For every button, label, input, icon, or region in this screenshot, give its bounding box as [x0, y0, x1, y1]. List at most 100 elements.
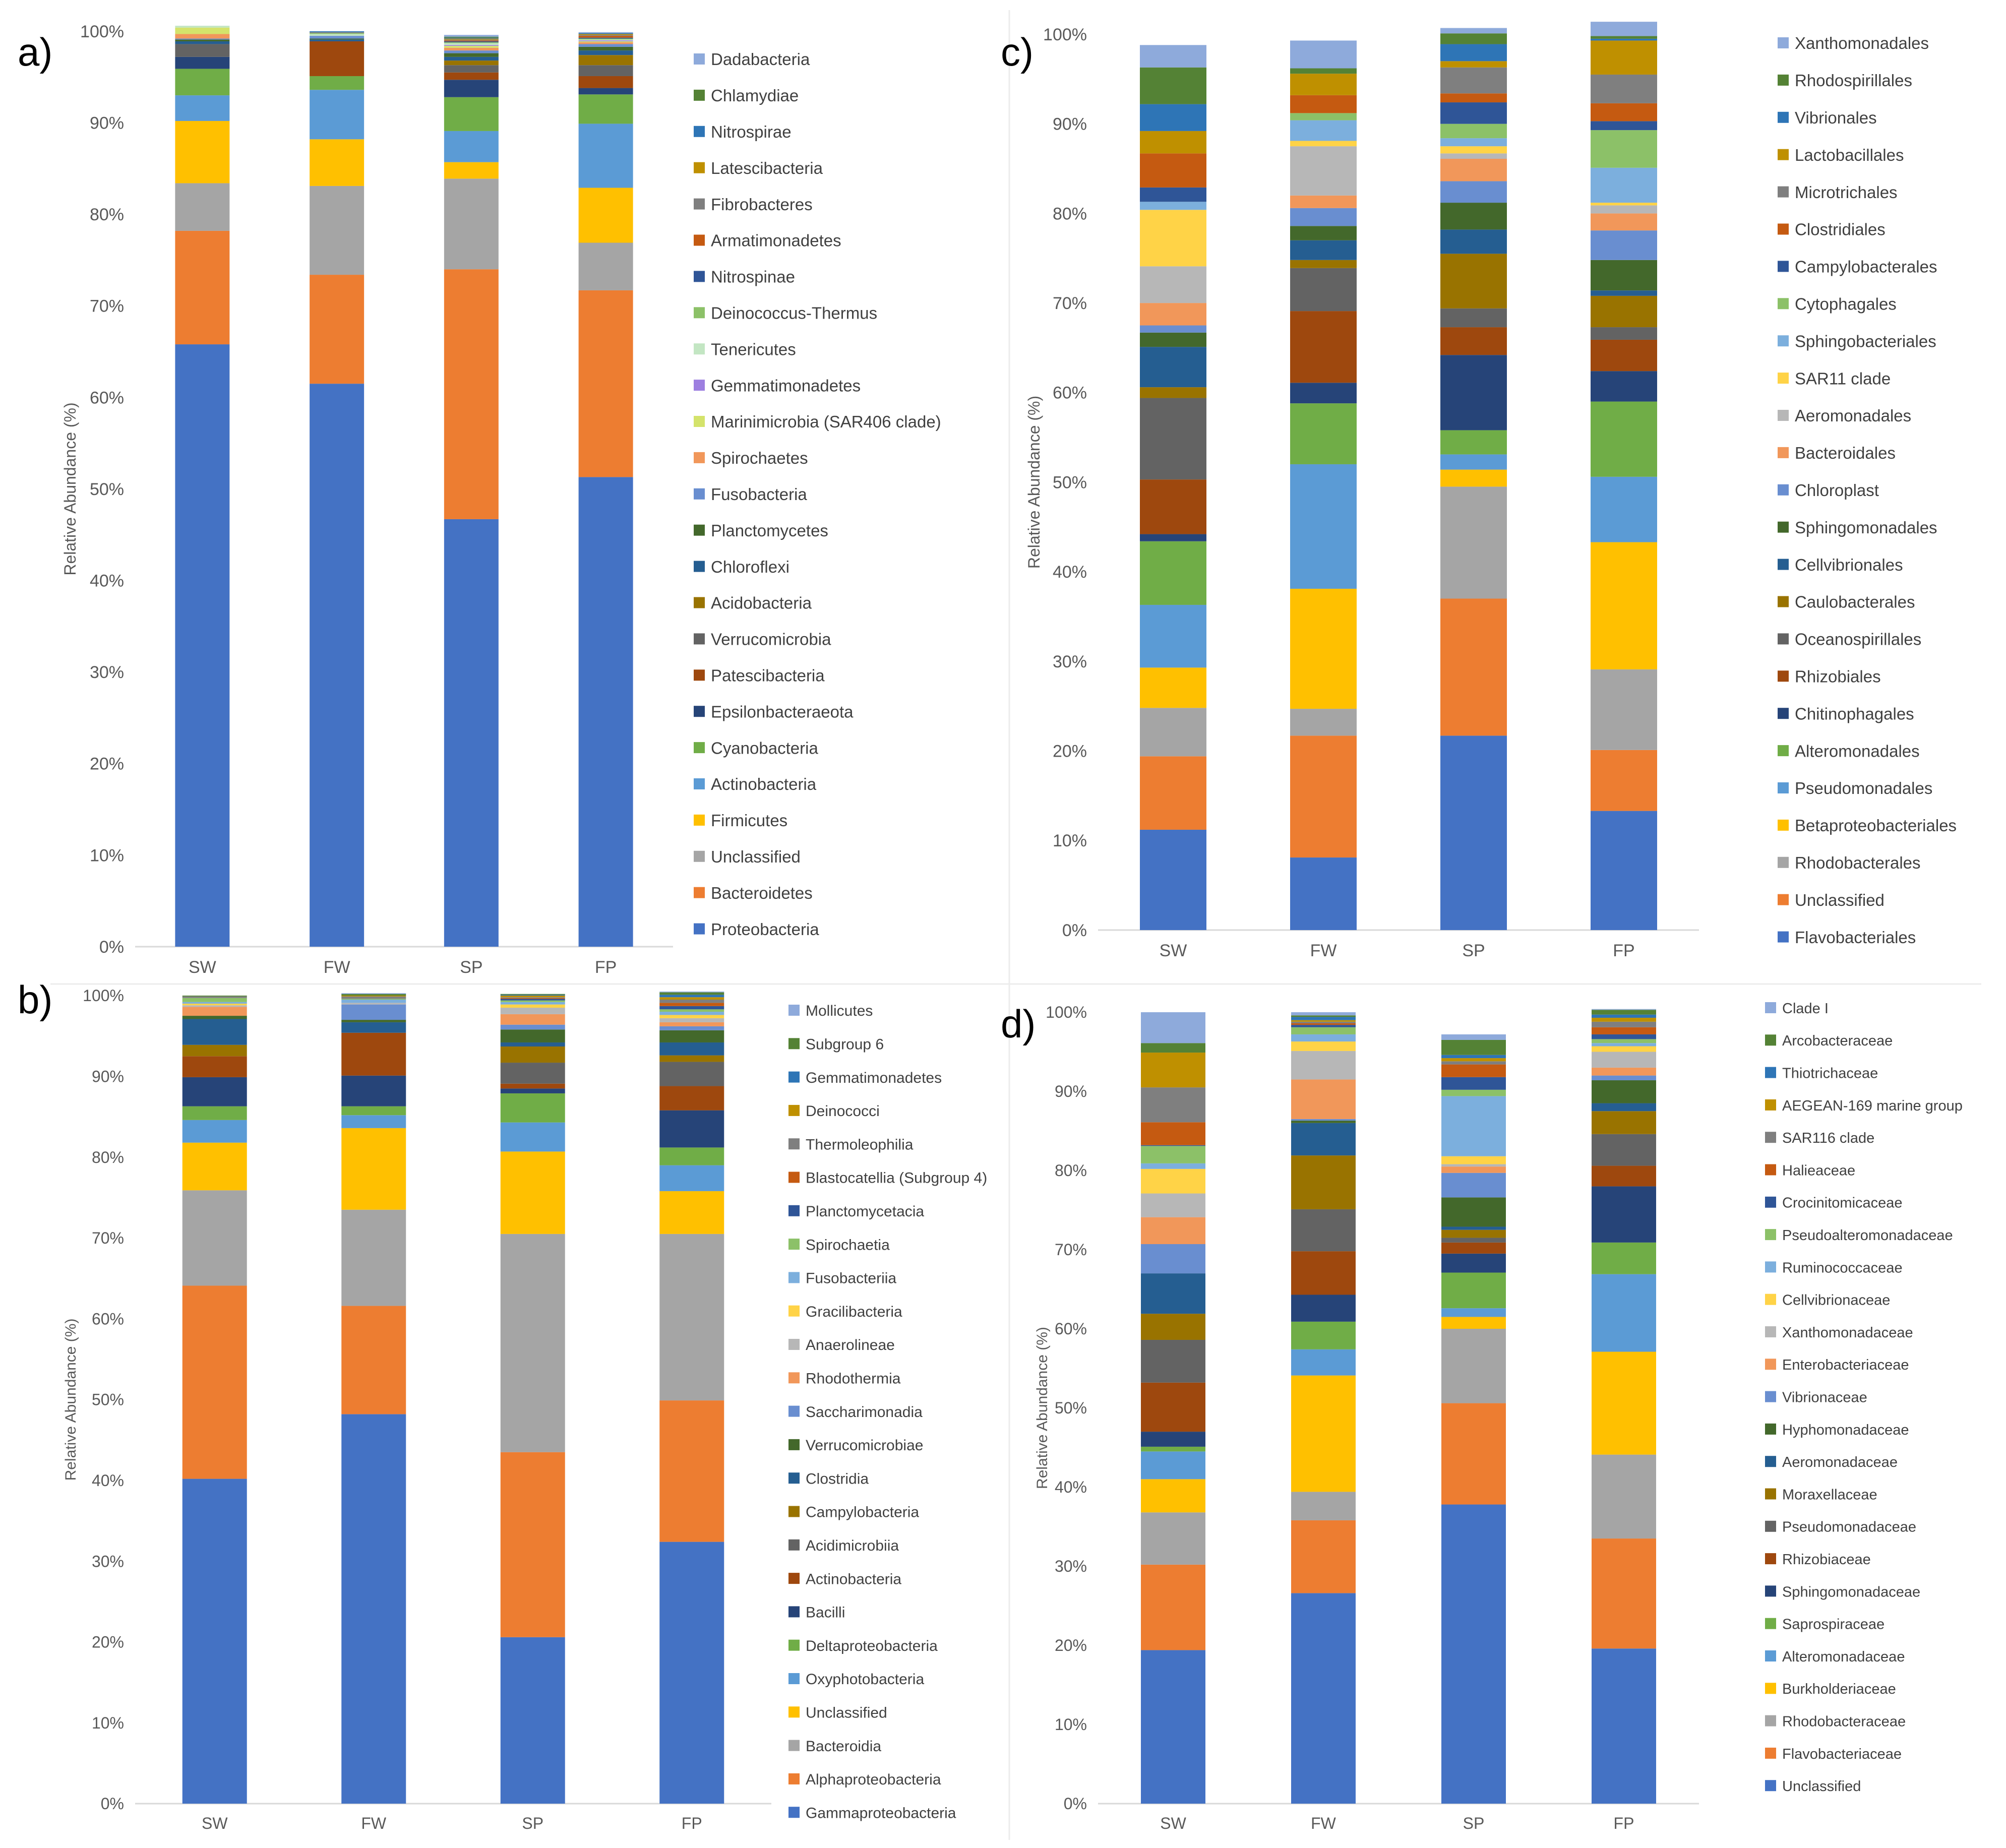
bar-segment [1290, 74, 1357, 95]
legend-swatch [694, 452, 705, 463]
bar-segment [1291, 1051, 1356, 1080]
bar-segment [1440, 153, 1507, 159]
bar-segment [182, 996, 247, 998]
legend-label: Clostridiales [1795, 220, 1886, 239]
bar-segment [1140, 708, 1206, 757]
bar-segment [444, 46, 499, 48]
bar-segment [1440, 355, 1507, 430]
bar-segment [310, 76, 364, 90]
legend-label: Oceanospirillales [1795, 630, 1921, 649]
bar-segment [1591, 74, 1657, 103]
bar-segment [1290, 709, 1357, 736]
legend-label: Blastocatellia (Subgroup 4) [806, 1170, 987, 1187]
bar-segment [578, 38, 633, 40]
bar-segment [1440, 327, 1507, 355]
y-tick-label: 60% [92, 1310, 124, 1328]
legend-label: Bacilli [806, 1605, 845, 1621]
bar-segment [1441, 1317, 1506, 1329]
y-tick-label: 100% [1043, 25, 1087, 44]
bar-segment [578, 35, 633, 36]
y-tick-label: 20% [1055, 1636, 1087, 1654]
bar-segment [1291, 1375, 1356, 1492]
bar-segment [1440, 229, 1507, 254]
bar-segment [182, 1285, 247, 1479]
legend-swatch [1778, 410, 1789, 421]
legend-label: Rhodobacterales [1795, 853, 1921, 872]
bar-segment [1440, 28, 1507, 34]
legend-label: Oxyphotobacteria [806, 1671, 924, 1688]
legend-swatch [1765, 1747, 1776, 1759]
legend-label: Chloroplast [1795, 481, 1879, 500]
legend-label: Unclassified [711, 847, 801, 866]
bar-segment [175, 183, 230, 231]
bar-segment [1591, 205, 1657, 214]
y-tick-label: 50% [90, 480, 124, 499]
legend-label: Bacteroidetes [711, 884, 813, 902]
bar-segment [578, 40, 633, 41]
bar-segment [444, 80, 499, 97]
bar-segment [659, 1030, 724, 1042]
bar-segment [1140, 387, 1206, 398]
y-tick-label: 30% [90, 663, 124, 682]
bar-segment [1592, 1134, 1656, 1166]
bar-segment [341, 1004, 406, 1020]
bar-segment [1290, 68, 1357, 74]
bar-segment [500, 997, 565, 998]
legend-swatch [1778, 298, 1789, 310]
bar-segment [1591, 203, 1657, 206]
y-tick-label: 100% [1046, 1003, 1087, 1021]
bar-segment [341, 999, 406, 1000]
legend-swatch [1778, 484, 1789, 496]
bar-segment [1591, 542, 1657, 669]
bar-segment [444, 43, 499, 45]
bar-segment [1140, 398, 1206, 480]
bar-segment [310, 186, 364, 275]
legend-swatch [694, 524, 705, 536]
bar-segment [578, 46, 633, 51]
bar-segment [1441, 1242, 1506, 1254]
bar-segment [1591, 750, 1657, 811]
bar-segment [444, 519, 499, 947]
bar-segment [578, 33, 633, 34]
legend-label: Firmicutes [711, 811, 787, 830]
y-tick-label: 70% [1053, 294, 1087, 313]
y-tick-label: 40% [92, 1471, 124, 1490]
bar-segment [500, 1063, 565, 1084]
legend-swatch [1778, 856, 1789, 868]
legend-label: Proteobacteria [711, 920, 819, 939]
bar-segment [1291, 1034, 1356, 1042]
y-tick-label: 10% [1055, 1715, 1087, 1734]
bar-segment [659, 1234, 724, 1401]
legend-label: Cyanobacteria [711, 738, 818, 757]
legend-label: Flavobacteriales [1795, 928, 1916, 947]
bar-segment [1591, 40, 1657, 75]
bar-segment [659, 1022, 724, 1026]
bar-segment [182, 1479, 247, 1804]
legend-swatch [1765, 1715, 1776, 1727]
bar-segment [1290, 260, 1357, 268]
y-tick-label: 100% [80, 22, 124, 41]
bar-segment [1441, 1403, 1506, 1505]
legend-label: Sphingobacteriales [1795, 332, 1936, 350]
legend-label: Planctomycetes [711, 521, 828, 540]
y-tick-label: 10% [90, 846, 124, 865]
bar-segment [182, 1044, 247, 1057]
legend-swatch [1765, 1293, 1776, 1305]
legend-swatch [1765, 1034, 1776, 1046]
x-tick-label: FP [1613, 941, 1634, 960]
legend-label: Gammaproteobacteria [806, 1805, 956, 1821]
bar-segment [1141, 1122, 1205, 1145]
bar-segment [1140, 829, 1206, 930]
bar-segment [1440, 138, 1507, 147]
legend-swatch [1765, 1229, 1776, 1241]
bar-segment [341, 1000, 406, 1003]
bar-segment [182, 1002, 247, 1004]
bar-segment [1291, 1492, 1356, 1520]
bar-segment [1441, 1272, 1506, 1309]
bar-segment [1591, 213, 1657, 231]
legend-swatch [1765, 1585, 1776, 1597]
legend-label: Thiotrichaceae [1782, 1065, 1878, 1081]
legend-label: Nitrospinae [711, 268, 795, 286]
bar-segment [341, 996, 406, 999]
legend-label: Anaerolineae [806, 1337, 895, 1353]
